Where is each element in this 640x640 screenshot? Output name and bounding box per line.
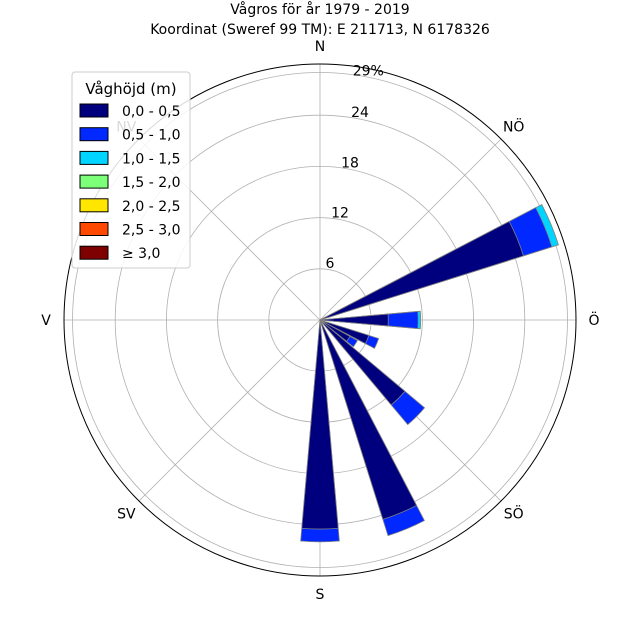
legend-frame [71, 71, 191, 269]
direction-label-6: V [41, 313, 51, 329]
direction-label-1: NÖ [503, 117, 525, 135]
legend-label-1: 0,5 - 1,0 [122, 128, 180, 144]
legend-swatch-3 [79, 174, 109, 189]
direction-label-4: S [316, 587, 325, 603]
grid-spoke-1 [319, 138, 502, 321]
legend-label-3: 1,5 - 2,0 [122, 175, 180, 191]
legend: Våghöjd (m) 0,0 - 0,5 0,5 - 1,0 1,0 - 1,5 1… [71, 71, 191, 269]
legend-label-6: ≥ 3,0 [122, 246, 160, 262]
sector-4-bin-0 [319, 319, 406, 406]
legend-swatch-4 [79, 198, 109, 213]
legend-swatch-2 [79, 150, 109, 165]
sector-0-bin-0 [319, 220, 524, 321]
legend-swatch-6 [79, 245, 109, 260]
direction-label-0: N [315, 39, 325, 55]
legend-label-0: 0,0 - 0,5 [122, 104, 180, 120]
sector-1-bin-0 [319, 313, 389, 327]
radial-tick-3: 24 [351, 105, 369, 121]
radial-tick-1: 12 [331, 206, 349, 222]
legend-swatch-0 [79, 103, 109, 118]
sector-6-bin-0 [301, 319, 339, 530]
legend-label-5: 2,5 - 3,0 [122, 223, 180, 239]
radial-tick-0: 6 [326, 256, 335, 272]
radial-tick-2: 18 [341, 155, 359, 171]
chart-subtitle: Koordinat (Sweref 99 TM): E 211713, N 61… [150, 22, 490, 38]
legend-label-4: 2,0 - 2,5 [122, 199, 180, 215]
chart-title: Vågros för år 1979 - 2019 [230, 1, 409, 18]
direction-label-3: SÖ [504, 505, 524, 523]
polar-frame [63, 63, 577, 577]
direction-label-2: Ö [588, 311, 599, 329]
radial-tick-4: 29% [353, 63, 384, 79]
legend-swatch-1 [79, 127, 109, 142]
grid-spoke-5 [138, 319, 321, 502]
direction-label-5: SV [117, 507, 136, 523]
radial-tick-labels: 6 12 18 24 29% [326, 63, 384, 271]
sector-2-bin-0 [319, 319, 370, 345]
sector-5-bin-0 [319, 319, 418, 520]
rose-sectors [300, 204, 559, 543]
legend-swatch-5 [79, 222, 109, 236]
legend-label-2: 1,0 - 1,5 [122, 151, 180, 167]
legend-title: Våghöjd (m) [85, 80, 176, 98]
sector-3-bin-0 [319, 319, 351, 342]
